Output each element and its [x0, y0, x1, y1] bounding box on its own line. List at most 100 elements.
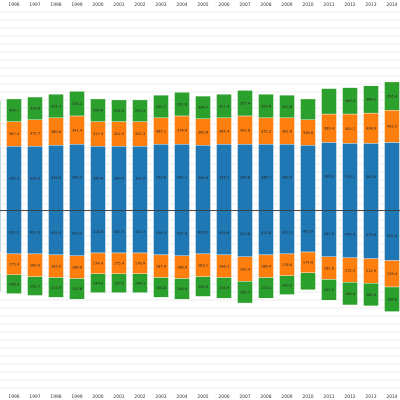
data-label: 338.7: [261, 176, 271, 180]
bar-segment: [363, 85, 379, 114]
data-label: 340.9: [114, 177, 125, 181]
bar-segment: [321, 279, 337, 301]
bar-segment: [342, 282, 358, 306]
data-label: 356.4: [387, 94, 398, 98]
bar-segment: [48, 277, 64, 298]
bottom-year-axis: 1995199619971998199920002001200220032004…: [8, 394, 397, 400]
data-label: 366.1: [366, 98, 376, 102]
x-tick-label-bottom: 2008: [260, 394, 271, 400]
data-label: 442.5: [387, 125, 397, 129]
data-label: 152.7: [30, 284, 40, 288]
bar-segment: [237, 281, 253, 304]
data-label: 212.3: [345, 268, 355, 272]
bar-segment: [216, 94, 232, 119]
data-label: 149.0: [282, 283, 293, 287]
bar-value-labels: 335.5 367.4 306.7 333.0 375.7 314.8 339.8 380.8…: [9, 94, 398, 301]
bar-segment: [27, 276, 43, 296]
data-label: 322.5: [114, 132, 124, 136]
data-label: 160.4: [345, 292, 356, 296]
bar-segment: [174, 92, 190, 117]
data-label: 421.3: [30, 230, 40, 234]
data-label: 329.6: [261, 104, 272, 108]
x-tick-label-top: 2006: [218, 2, 229, 8]
data-label: 335.5: [9, 177, 19, 181]
data-label: 327.4: [219, 104, 230, 108]
x-tick-label-top: 2008: [260, 2, 271, 8]
bar-segments: [0, 81, 400, 312]
data-label: 158.8: [156, 286, 167, 290]
data-label: 325.3: [135, 132, 145, 136]
data-label: 331.0: [135, 177, 146, 181]
data-label: 376.6: [177, 128, 188, 132]
x-tick-label-top: 2009: [281, 2, 292, 8]
data-label: 175.4: [114, 262, 125, 266]
x-tick-label-top: 2013: [365, 2, 376, 8]
data-label: 186.6: [177, 265, 188, 269]
x-tick-label-bottom: 2010: [302, 394, 313, 400]
x-tick-label-top: 2014: [386, 2, 397, 8]
data-label: 212.9: [366, 269, 377, 273]
data-label: 314.8: [30, 107, 41, 111]
data-label: 174.6: [303, 261, 314, 265]
data-label: 165.7: [240, 290, 250, 294]
data-label: 154.9: [219, 286, 230, 290]
bar-segment: [90, 98, 106, 122]
data-label: 419.8: [219, 231, 230, 235]
data-label: 153.9: [51, 286, 62, 290]
x-tick-label-bottom: 1999: [71, 394, 82, 400]
data-label: 380.8: [51, 130, 62, 134]
x-tick-label-bottom: 2002: [134, 394, 145, 400]
data-label: 336.6: [303, 131, 314, 135]
bar-segment: [279, 275, 295, 295]
bar-segment: [132, 99, 148, 122]
x-tick-label-top: 2000: [92, 2, 103, 8]
data-label: 343.7: [72, 176, 82, 180]
bar-segment: [153, 277, 169, 298]
bar-segment: [69, 278, 85, 300]
data-label: 365.4: [345, 99, 356, 103]
data-label: 323.8: [282, 105, 293, 109]
bar-segment: [48, 94, 64, 119]
bar-segment: [195, 276, 211, 297]
data-label: 165.4: [366, 293, 377, 297]
x-tick-label-bottom: 2007: [239, 394, 250, 400]
data-label: 187.0: [156, 265, 167, 269]
data-label: 375.1: [345, 175, 355, 179]
data-label: 149.0: [93, 282, 104, 286]
data-label: 333.1: [219, 176, 229, 180]
bar-segment: [0, 121, 1, 147]
data-label: 325.7: [156, 105, 166, 109]
data-label: 325.3: [51, 104, 61, 108]
x-tick-label-bottom: 2011: [323, 394, 334, 400]
data-label: 235.4: [387, 272, 398, 276]
bar-segment: [27, 96, 43, 120]
x-tick-label-bottom: 2004: [176, 394, 187, 400]
data-label: 413.8: [240, 232, 251, 236]
bar-segment: [0, 100, 1, 122]
bar-segment: [0, 251, 1, 274]
bar-segment: [6, 274, 22, 294]
data-label: 150.5: [114, 282, 124, 286]
bar-segment: [384, 142, 400, 211]
data-label: 365.4: [219, 129, 230, 133]
bar-segment: [342, 87, 358, 115]
x-tick-label-top: 1998: [50, 2, 61, 8]
data-label: 174.4: [93, 262, 104, 266]
data-label: 383.4: [324, 127, 335, 131]
data-label: 326.3: [72, 102, 82, 106]
x-tick-label-bottom: 1997: [29, 394, 40, 400]
data-label: 415.8: [261, 231, 272, 235]
data-label: 418.8: [93, 230, 104, 234]
bar-segment: [279, 94, 295, 119]
data-label: 415.5: [51, 231, 61, 235]
data-label: 382.9: [366, 175, 377, 179]
bar-segment: [300, 272, 316, 291]
data-label: 437.0: [177, 231, 188, 235]
bar-segment: [300, 98, 316, 120]
bar-segment: [0, 210, 1, 253]
bar-segment: [321, 88, 337, 115]
data-label: 357.4: [240, 101, 251, 105]
data-label: 176.4: [135, 262, 146, 266]
data-label: 339.8: [240, 176, 251, 180]
